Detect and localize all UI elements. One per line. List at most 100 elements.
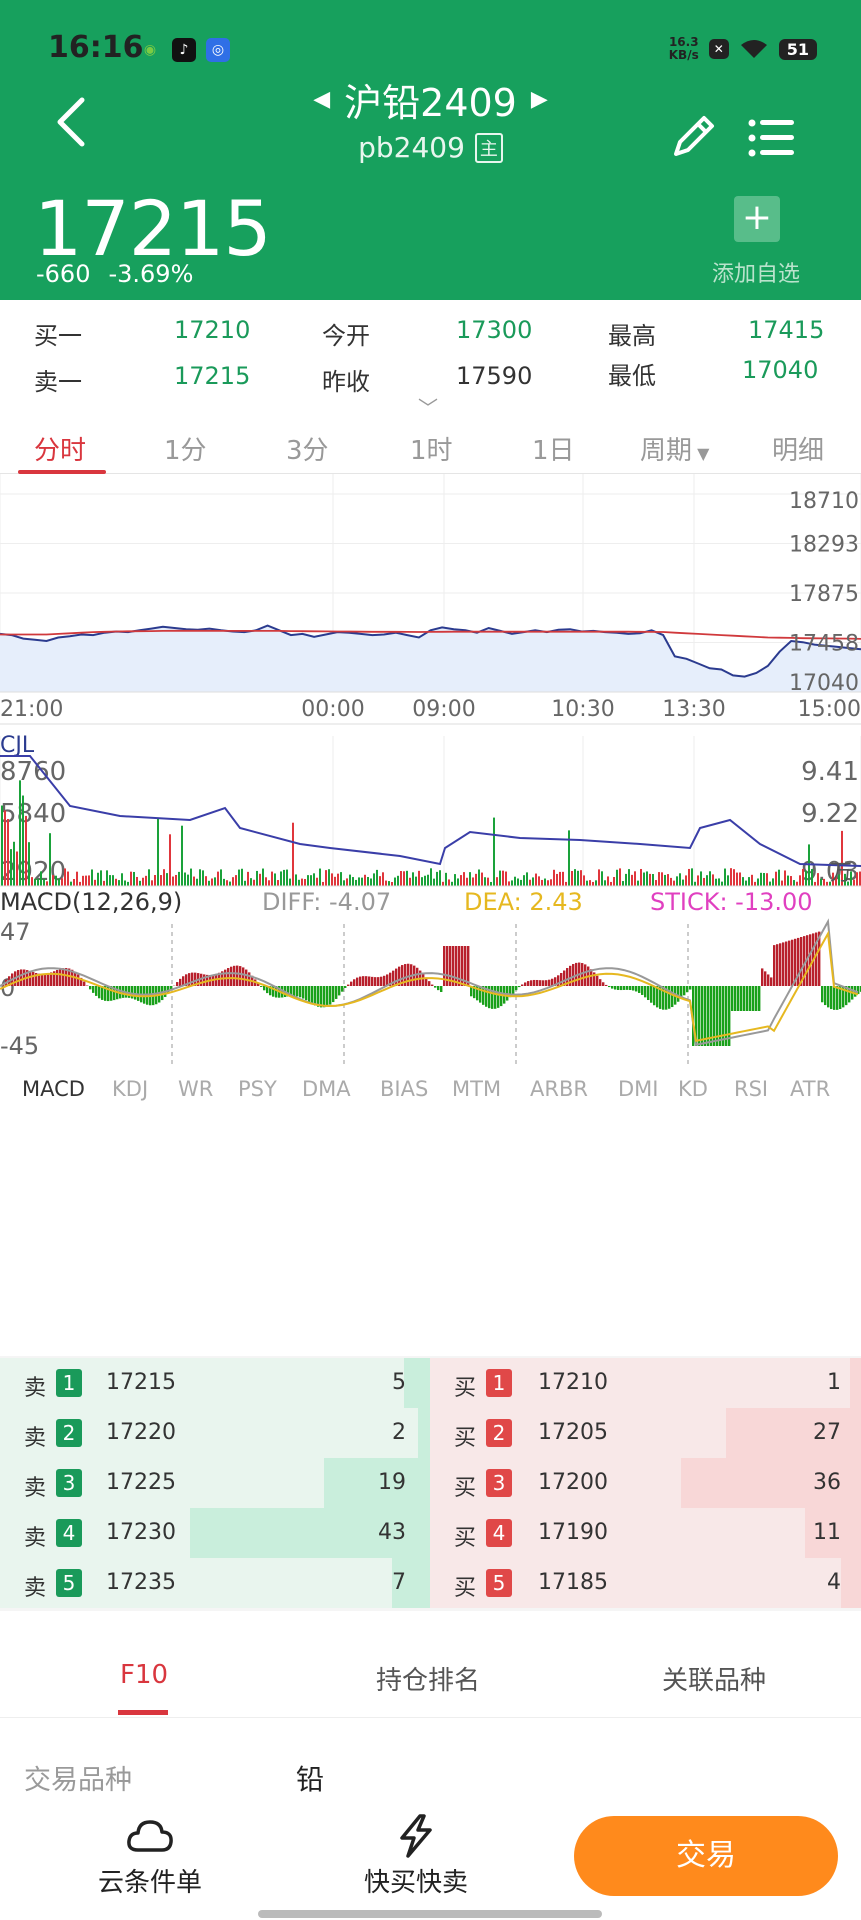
macd-histogram-bar bbox=[449, 946, 452, 986]
tab-period[interactable]: 周期 ▼ bbox=[640, 430, 709, 467]
macd-histogram-bar bbox=[542, 980, 545, 986]
volume-label: CJL bbox=[0, 733, 35, 758]
volume-bar bbox=[580, 870, 582, 886]
volume-bar bbox=[313, 873, 315, 886]
sell-level[interactable]: 卖 5 17235 7 bbox=[0, 1558, 430, 1608]
buy-level[interactable]: 买 1 17210 1 bbox=[430, 1358, 861, 1408]
expand-chevron-icon[interactable]: ﹀ bbox=[418, 396, 438, 420]
list-menu-icon[interactable] bbox=[748, 118, 796, 158]
volume-bar bbox=[472, 877, 474, 886]
indicator-tab-arbr[interactable]: ARBR bbox=[530, 1077, 588, 1101]
indicator-tab-dmi[interactable]: DMI bbox=[618, 1077, 658, 1101]
volume-bar bbox=[31, 877, 33, 886]
volume-bar bbox=[70, 881, 72, 886]
indicator-tab-bias[interactable]: BIAS bbox=[380, 1077, 428, 1101]
tab-period-label: 周期 bbox=[640, 436, 693, 466]
macd-histogram-bar bbox=[575, 962, 578, 986]
indicator-tab-rsi[interactable]: RSI bbox=[734, 1077, 768, 1101]
prev-close-value: 17590 bbox=[456, 362, 533, 390]
tab-position-ranking[interactable]: 持仓排名 bbox=[376, 1666, 481, 1696]
macd-histogram-bar bbox=[632, 986, 635, 991]
add-watchlist-button[interactable]: + bbox=[734, 196, 780, 242]
indicator-tab-kdj[interactable]: KDJ bbox=[112, 1077, 148, 1101]
volume-bar bbox=[28, 842, 30, 886]
back-icon[interactable] bbox=[50, 92, 94, 152]
tab-1day[interactable]: 1日 bbox=[532, 436, 575, 466]
tab-1min[interactable]: 1分 bbox=[164, 436, 207, 466]
volume-bar bbox=[445, 872, 447, 886]
status-bar: 16:16 ◉ ♪ ◎ 16.3 KB/s ✕ 51 bbox=[0, 30, 861, 70]
order-book: 卖 1 17215 5 买 1 17210 1 卖 2 17220 2 买 2 17205 27 卖 3 17225… bbox=[0, 1356, 861, 1611]
volume-bar bbox=[595, 880, 597, 886]
sell-level[interactable]: 卖 4 17230 43 bbox=[0, 1508, 430, 1558]
sell-level[interactable]: 卖 1 17215 5 bbox=[0, 1358, 430, 1408]
indicator-tab-mtm[interactable]: MTM bbox=[452, 1077, 501, 1101]
volume-bar bbox=[283, 869, 285, 886]
macd-histogram-bar bbox=[38, 973, 41, 986]
edit-icon[interactable] bbox=[668, 110, 720, 162]
cloud-order-button[interactable]: 云条件单 bbox=[98, 1814, 202, 1899]
volume-bar bbox=[751, 874, 753, 886]
volume-bar bbox=[640, 868, 642, 886]
contract-title[interactable]: 沪铅2409 bbox=[344, 81, 517, 125]
volume-bar bbox=[211, 878, 213, 886]
quick-trade-button[interactable]: 快买快卖 bbox=[364, 1814, 468, 1899]
macd-histogram-bar bbox=[752, 986, 755, 1011]
indicator-tab-wr[interactable]: WR bbox=[178, 1077, 213, 1101]
macd-histogram-bar bbox=[761, 968, 764, 986]
tab-detail[interactable]: 明细 bbox=[772, 436, 825, 466]
tab-1hour[interactable]: 1时 bbox=[410, 436, 453, 466]
sell-level[interactable]: 卖 3 17225 19 bbox=[0, 1458, 430, 1508]
tab-f10[interactable]: F10 bbox=[120, 1660, 169, 1690]
buy-level[interactable]: 买 3 17200 36 bbox=[430, 1458, 861, 1508]
sell-level[interactable]: 卖 2 17220 2 bbox=[0, 1408, 430, 1458]
indicator-tab-dma[interactable]: DMA bbox=[302, 1077, 351, 1101]
volume-bar bbox=[664, 874, 666, 886]
macd-histogram-bar bbox=[314, 986, 317, 1006]
volume-bar bbox=[142, 877, 144, 886]
indicator-tab-kd[interactable]: KD bbox=[678, 1077, 708, 1101]
macd-histogram-bar bbox=[668, 986, 671, 1009]
volume-bar bbox=[325, 870, 327, 886]
volume-bar bbox=[439, 870, 441, 886]
period-tabs: 分时 1分 3分 1时 1日 周期 ▼ 明细 bbox=[0, 420, 861, 474]
indicator-tab-atr[interactable]: ATR bbox=[790, 1077, 830, 1101]
next-contract-icon[interactable]: ▶ bbox=[530, 87, 548, 112]
macd-histogram-bar bbox=[317, 986, 320, 1007]
volume-bar bbox=[301, 878, 303, 886]
buy-level[interactable]: 买 5 17185 4 bbox=[430, 1558, 861, 1608]
macd-histogram-bar bbox=[626, 986, 629, 990]
volume-bar bbox=[13, 841, 15, 886]
volume-bar bbox=[511, 880, 513, 886]
tab-intraday[interactable]: 分时 bbox=[34, 436, 87, 466]
tab-related-products[interactable]: 关联品种 bbox=[662, 1666, 767, 1696]
indicator-tab-psy[interactable]: PSY bbox=[238, 1077, 277, 1101]
add-watchlist-label[interactable]: 添加自选 bbox=[712, 262, 801, 287]
trade-button[interactable]: 交易 bbox=[574, 1816, 838, 1896]
macd-histogram-bar bbox=[650, 986, 653, 1003]
indicator-tab-macd[interactable]: MACD bbox=[22, 1077, 85, 1101]
buy-index: 3 bbox=[486, 1469, 512, 1497]
buy-volume-bar bbox=[681, 1458, 861, 1508]
macd-histogram-bar bbox=[605, 984, 608, 986]
sell-volume: 5 bbox=[392, 1370, 406, 1395]
volume-bar bbox=[556, 873, 558, 886]
high-label: 最高 bbox=[608, 322, 656, 350]
buy-level[interactable]: 买 4 17190 11 bbox=[430, 1508, 861, 1558]
volume-bar bbox=[85, 875, 87, 886]
sell-price: 17225 bbox=[106, 1470, 176, 1495]
buy-label: 买 bbox=[454, 1426, 477, 1451]
macd-histogram-bar bbox=[683, 986, 686, 996]
macd-histogram-bar bbox=[200, 973, 203, 986]
macd-histogram-bar bbox=[554, 977, 557, 986]
buy-label: 买 bbox=[454, 1526, 477, 1551]
sell-volume: 19 bbox=[378, 1470, 406, 1495]
prev-contract-icon[interactable]: ◀ bbox=[313, 87, 331, 112]
sell-volume-bar bbox=[190, 1508, 430, 1558]
macd-histogram-bar bbox=[74, 971, 77, 986]
tab-3min[interactable]: 3分 bbox=[286, 436, 329, 466]
volume-bar bbox=[658, 872, 660, 886]
buy-level[interactable]: 买 2 17205 27 bbox=[430, 1408, 861, 1458]
